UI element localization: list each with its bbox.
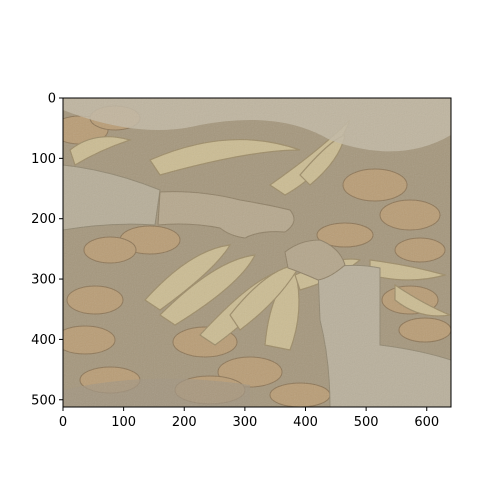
- x-tick-label: 500: [354, 415, 379, 430]
- y-tick-label: 200: [31, 212, 56, 227]
- y-tick-label: 0: [48, 92, 56, 107]
- x-tick-label: 400: [293, 415, 318, 430]
- x-tick-label: 300: [232, 415, 257, 430]
- x-tick-label: 100: [111, 415, 136, 430]
- y-tick-label: 100: [31, 152, 56, 167]
- y-tick-label: 400: [31, 333, 56, 348]
- x-tick-label: 200: [172, 415, 197, 430]
- y-axis: 0 100 200 300 400 500: [31, 92, 63, 408]
- y-tick-label: 500: [31, 393, 56, 408]
- x-tick-label: 0: [59, 415, 67, 430]
- x-axis: 0 100 200 300 400 500 600: [59, 407, 439, 430]
- photo-image: [63, 98, 451, 407]
- y-tick-label: 300: [31, 273, 56, 288]
- x-tick-label: 600: [414, 415, 439, 430]
- axes-frame: [62, 97, 452, 408]
